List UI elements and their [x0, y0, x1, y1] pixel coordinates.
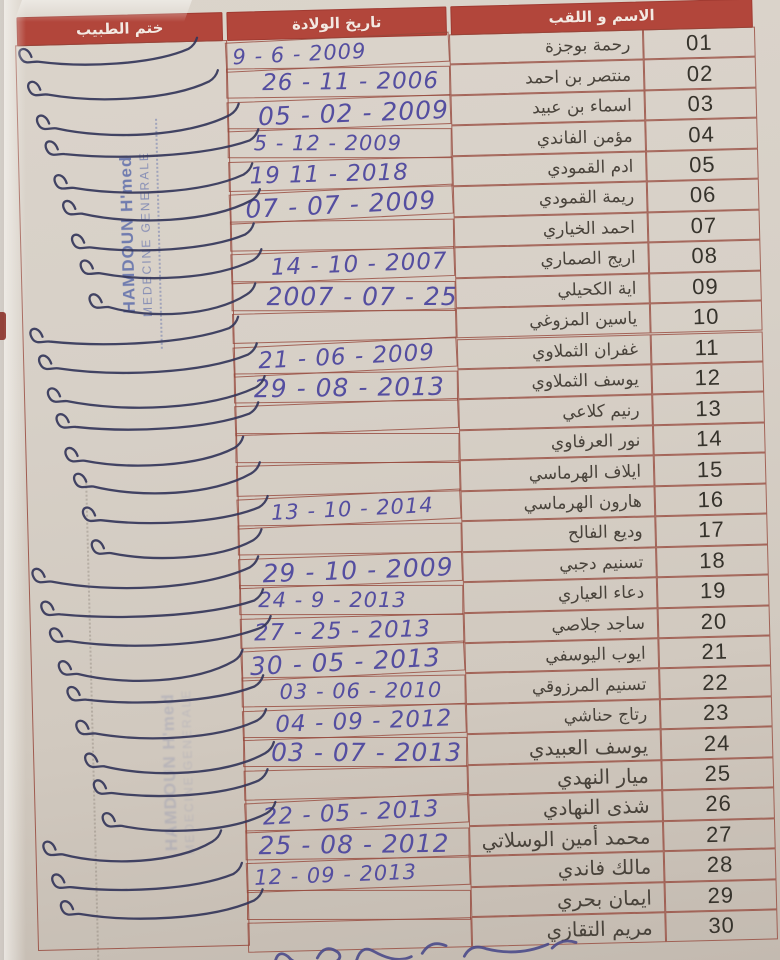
row-number: 26: [662, 787, 775, 821]
row-number: 04: [645, 117, 758, 152]
row-number: 18: [656, 544, 769, 578]
row-number: 09: [649, 270, 762, 304]
paper-edge-shadow: [0, 0, 4, 960]
stamp-specialty: MEDECINE GENERALE: [136, 150, 156, 318]
row-number: 08: [648, 239, 762, 273]
row-number: 30: [665, 909, 779, 943]
row-number: 13: [652, 391, 765, 426]
row-number: 23: [659, 696, 773, 730]
row-name: يوسف الثملاوي: [457, 364, 653, 400]
doctor-stamp-text: HAMDOUN H'med MEDECINE GENERALE: [114, 94, 167, 375]
row-number: 27: [662, 818, 776, 852]
background-sliver: [0, 312, 6, 340]
row-name: ريمة القمودي: [452, 181, 648, 217]
row-number: 07: [647, 209, 761, 243]
row-name: رنيم كلاعي: [458, 394, 653, 431]
doctor-stamp-text-faint: HAMDOUN H'med MEDECINE GENERALE: [157, 647, 198, 898]
row-name: محمد أمين الوسلاتي: [469, 820, 664, 857]
row-number: 05: [646, 148, 759, 182]
row-number: 28: [663, 848, 777, 882]
row-number: 10: [649, 300, 763, 334]
row-number: 17: [655, 513, 768, 547]
row-name: تسنيم دجبي: [462, 546, 657, 583]
corner-highlight: [13, 0, 193, 22]
row-name: ادم القمودي: [452, 151, 647, 187]
row-birthdate: 03 - 07 - 2013: [243, 737, 468, 768]
row-name: تسنيم المرزوقي: [465, 668, 660, 705]
row-name: ساجد جلاصي: [463, 607, 659, 644]
row-number: 25: [661, 757, 775, 791]
row-number: 03: [644, 87, 758, 121]
row-number: 21: [658, 635, 772, 669]
row-number: 29: [664, 878, 778, 913]
row-number: 22: [659, 665, 772, 700]
row-number: 20: [657, 604, 771, 639]
row-name: مؤمن الفاندي: [451, 120, 647, 157]
row-name: مريم التقازي: [471, 912, 667, 948]
doctor-stamp-column: HAMDOUN H'med MEDECINE GENERALE HAMDOUN …: [15, 39, 250, 960]
row-name: ايوب اليوسفي: [464, 638, 660, 674]
row-name: اية الكحيلي: [455, 272, 650, 309]
row-name: رحمة بوجزة: [448, 29, 644, 65]
row-name: ايمان بحري: [470, 881, 666, 918]
stamp-specialty-faint: MEDECINE GENERALE: [178, 688, 198, 855]
row-birthdate: [246, 889, 472, 921]
fold-line: [85, 478, 100, 960]
row-birthdate: 24 - 9 - 2013: [239, 585, 464, 616]
row-number: 15: [653, 452, 767, 487]
row-number: 12: [651, 361, 765, 395]
row-birthdate: 5 - 12 - 2009: [227, 128, 452, 160]
row-number: 06: [646, 178, 760, 213]
row-name: اريج الصماري: [454, 242, 650, 278]
stamp-detail-line: [155, 118, 167, 349]
row-name: وديع الفالح: [461, 516, 657, 552]
stamp-doctor-name-faint: HAMDOUN H'med: [158, 693, 182, 852]
row-name: رتاج حناشي: [465, 699, 661, 735]
row-name: ايلاف الهرماسي: [459, 455, 655, 491]
row-number: 01: [642, 26, 756, 60]
row-name: دعاء العياري: [462, 577, 658, 613]
row-number: 14: [652, 422, 766, 456]
row-name: اسماء بن عبيد: [450, 90, 646, 126]
row-birthdate: 2007 - 07 - 25: [231, 280, 458, 312]
row-birthdate: [247, 917, 473, 954]
row-name: ياسين المزوغي: [455, 303, 651, 339]
row-name: مالك فاندي: [469, 851, 665, 887]
row-number: 16: [654, 483, 768, 517]
row-number: 11: [650, 331, 764, 365]
row-name: نور العرفاوي: [459, 425, 654, 461]
row-number: 19: [656, 574, 770, 608]
row-name: ميار النهدي: [467, 760, 663, 796]
stamp-doctor-name: HAMDOUN H'med: [115, 155, 139, 314]
row-name: منتصر بن احمد: [449, 59, 645, 96]
row-number: 24: [660, 726, 774, 761]
row-name: شذى النهادي: [468, 790, 663, 826]
paper-edge-highlight: [0, 0, 26, 960]
row-name: هارون الهرماسي: [460, 486, 656, 522]
row-number: 02: [643, 57, 757, 91]
row-birthdate: [235, 432, 460, 464]
row-name: احمد الخياري: [453, 212, 649, 248]
row-name: يوسف العبيدي: [466, 729, 662, 765]
row-name: غفران الثملاوي: [456, 333, 652, 370]
